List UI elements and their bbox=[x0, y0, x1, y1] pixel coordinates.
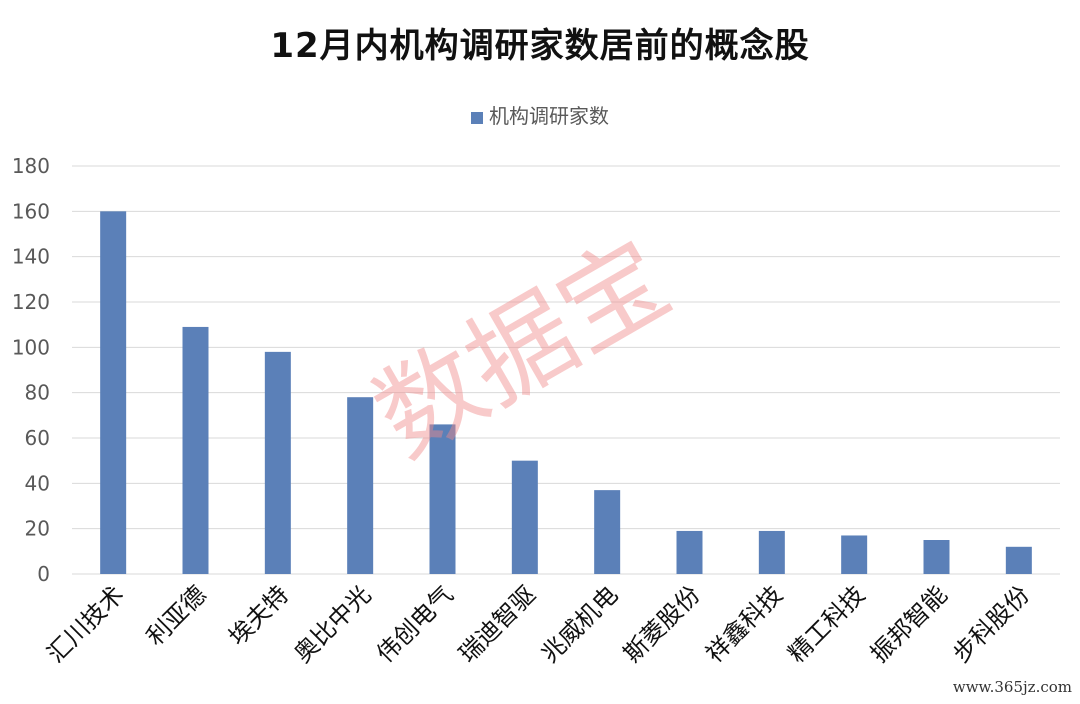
source-footer: www.365jz.com bbox=[952, 678, 1072, 696]
legend-swatch bbox=[471, 111, 483, 124]
y-tick-label: 60 bbox=[25, 426, 50, 450]
y-tick-label: 120 bbox=[12, 290, 50, 314]
bar bbox=[676, 530, 703, 574]
bar bbox=[182, 326, 209, 574]
y-tick-label: 80 bbox=[25, 381, 50, 405]
bar bbox=[264, 351, 291, 574]
bar bbox=[347, 397, 374, 574]
x-tick-label: 斯菱股份 bbox=[618, 580, 706, 668]
x-tick-label: 埃夫特 bbox=[223, 580, 294, 651]
chart-title: 12月内机构调研家数居前的概念股 bbox=[270, 26, 810, 66]
y-tick-label: 20 bbox=[25, 517, 50, 541]
x-tick-label: 祥鑫科技 bbox=[700, 580, 788, 668]
x-tick-label: 伟创电气 bbox=[371, 580, 459, 668]
y-tick-label: 100 bbox=[12, 335, 50, 359]
y-tick-label: 0 bbox=[37, 562, 50, 586]
bar bbox=[594, 490, 621, 574]
x-tick-label: 利亚德 bbox=[141, 580, 212, 651]
legend-label: 机构调研家数 bbox=[489, 104, 609, 128]
y-tick-label: 140 bbox=[12, 245, 50, 269]
x-tick-label: 步科股份 bbox=[947, 580, 1035, 668]
bar bbox=[758, 530, 785, 574]
bar bbox=[429, 424, 456, 574]
y-tick-label: 160 bbox=[12, 199, 50, 223]
y-tick-label: 180 bbox=[12, 154, 50, 178]
bar bbox=[841, 535, 868, 574]
x-tick-label: 奥比中光 bbox=[289, 580, 377, 668]
x-tick-label: 兆威机电 bbox=[536, 580, 624, 668]
bar bbox=[511, 460, 538, 574]
x-tick-label: 振邦智能 bbox=[865, 580, 953, 668]
x-tick-label: 汇川技术 bbox=[42, 580, 130, 668]
bar bbox=[1005, 546, 1032, 574]
y-tick-label: 40 bbox=[25, 471, 50, 495]
legend: 机构调研家数 bbox=[0, 100, 1080, 129]
bar bbox=[923, 540, 950, 574]
x-tick-label: 瑞迪智驱 bbox=[453, 580, 541, 668]
bar bbox=[100, 211, 127, 575]
x-tick-label: 精工科技 bbox=[783, 580, 871, 668]
